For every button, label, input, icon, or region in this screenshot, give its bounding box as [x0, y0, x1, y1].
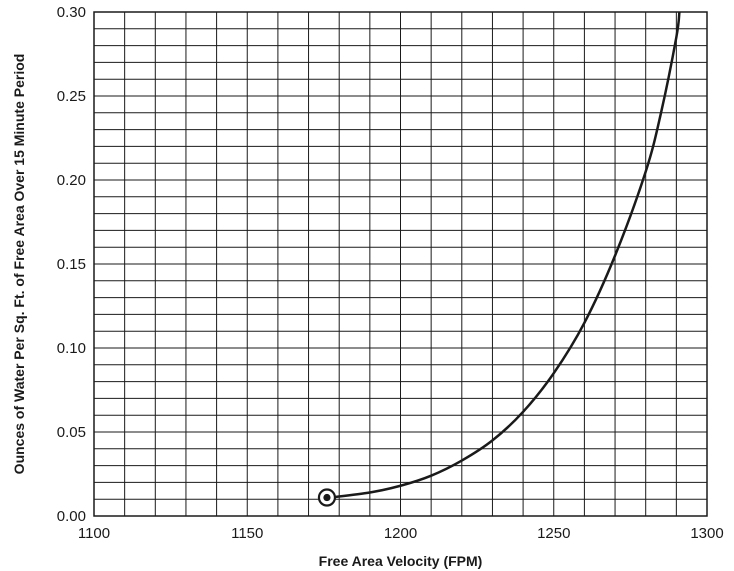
- series-line: [329, 11, 681, 499]
- x-tick-label: 1100: [78, 525, 110, 542]
- y-tick-label: 0.30: [57, 4, 86, 21]
- y-axis-label: Ounces of Water Per Sq. Ft. of Free Area…: [11, 54, 27, 475]
- y-tick-label: 0.15: [57, 256, 86, 273]
- x-tick-label: 1300: [690, 525, 723, 542]
- marker: [317, 488, 337, 507]
- y-tick-labels: 0.00 0.05 0.10 0.15 0.20 0.25 0.30: [57, 4, 86, 525]
- plot-frame: [93, 11, 708, 517]
- y-tick-label: 0.25: [57, 88, 86, 105]
- marker-dot: [323, 493, 331, 502]
- grid: [94, 12, 707, 516]
- x-tick-label: 1150: [231, 525, 263, 542]
- x-tick-labels: 1100 1150 1200 1250 1300: [78, 525, 724, 542]
- x-tick-label: 1200: [384, 525, 417, 542]
- x-tick-label: 1250: [537, 525, 570, 542]
- y-tick-label: 0.00: [57, 508, 86, 525]
- y-tick-label: 0.20: [57, 172, 86, 189]
- y-tick-label: 0.05: [57, 424, 86, 441]
- y-tick-label: 0.10: [57, 340, 86, 357]
- x-axis-label: Free Area Velocity (FPM): [319, 553, 483, 569]
